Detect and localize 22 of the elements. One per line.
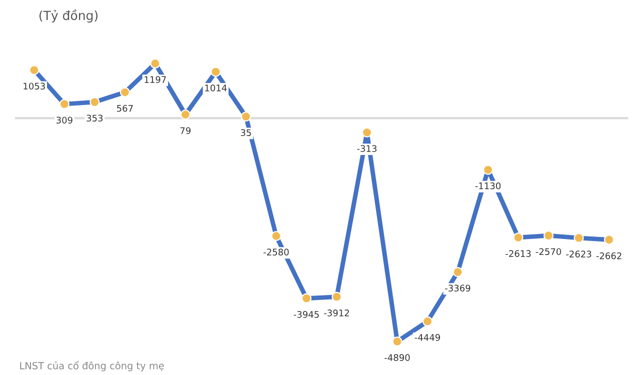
text: LNST của cổ đông công ty mẹ xyxy=(20,360,164,372)
data-label: -2623 xyxy=(566,250,592,258)
chart-subtitle: (Tỷ đồng) xyxy=(39,9,98,23)
data-label: 79 xyxy=(180,127,191,134)
data-label: -2570 xyxy=(536,248,562,256)
data-label: 1197 xyxy=(144,76,166,83)
data-label: 353 xyxy=(86,114,103,122)
data-label: -2662 xyxy=(596,252,622,260)
data-label: -2613 xyxy=(506,250,531,257)
data-label: -1130 xyxy=(475,182,501,190)
data-label: 309 xyxy=(56,116,72,124)
data-label: -313 xyxy=(357,145,377,152)
data-label: 1014 xyxy=(205,84,227,92)
data-label: 567 xyxy=(117,104,133,112)
data-label: -3912 xyxy=(324,310,349,316)
data-label: -2580 xyxy=(264,248,289,256)
data-label: -4449 xyxy=(414,334,440,341)
data-label: -3945 xyxy=(294,311,319,318)
data-label: 35 xyxy=(240,129,251,136)
data-label: 1053 xyxy=(24,82,45,90)
data-label: -4890 xyxy=(384,354,410,361)
data-label: -3369 xyxy=(445,284,470,292)
